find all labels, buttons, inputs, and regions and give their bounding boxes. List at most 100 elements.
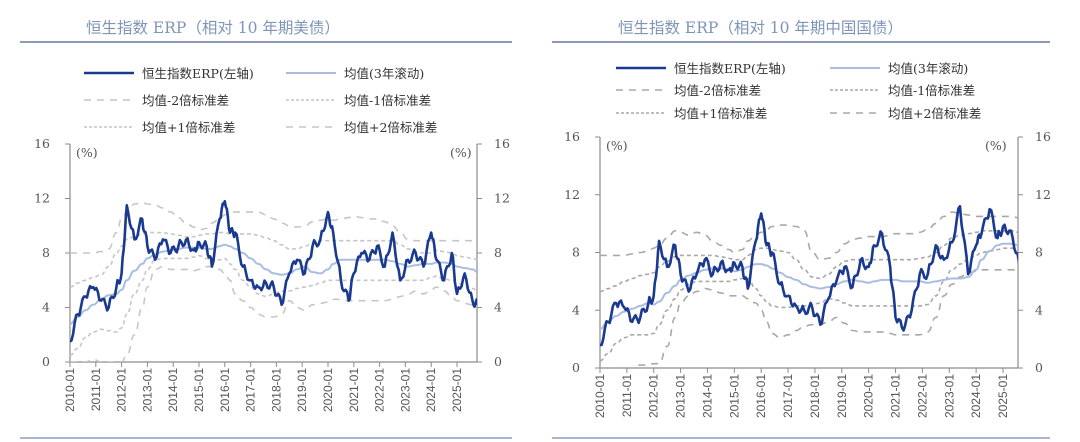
legend-swatch-solid-dark xyxy=(84,71,134,74)
legend-swatch-solid-light xyxy=(830,66,880,69)
x-tick-label: 2012-01 xyxy=(115,368,129,412)
y-tick-label-left: 12 xyxy=(34,191,50,206)
series-minus1sd-line xyxy=(600,247,1018,362)
legend-label: 均值(3年滚动) xyxy=(888,61,969,76)
x-tick-label: 2019-01 xyxy=(295,368,309,412)
legend-swatch-dashed xyxy=(84,98,134,101)
unit-label-left: (%) xyxy=(76,145,98,160)
x-tick-label: 2016-01 xyxy=(754,374,768,418)
plot-area-0: 0 0 4 4 8 8 12 12 16 16 (%) (%) 2010-01 2011-01 2012-0… xyxy=(34,136,510,412)
x-tick-label: 2025-01 xyxy=(450,368,464,412)
legend-item-plus2sd: 均值+2倍标准差 xyxy=(830,103,981,122)
title-rule xyxy=(552,41,1050,43)
y-tick-label-right: 12 xyxy=(1035,187,1051,202)
x-tick-label: 2017-01 xyxy=(244,368,258,412)
y-tick-label-right: 8 xyxy=(1035,245,1043,260)
legend-swatch-dotted xyxy=(84,125,134,128)
x-tick-label: 2024-01 xyxy=(969,374,983,418)
series-erp-line xyxy=(70,199,477,343)
y-tick-label-left: 12 xyxy=(564,187,580,202)
legend-swatch-dotted xyxy=(830,88,880,91)
chart-title: 恒生指数 ERP（相对 10 年期美债） xyxy=(86,19,340,37)
y-tick-label-left: 8 xyxy=(572,245,580,260)
y-tick-label-left: 4 xyxy=(42,300,50,315)
legend-item-minus2sd: 均值-2倍标准差 xyxy=(616,80,761,99)
x-tick-label: 2020-01 xyxy=(321,368,335,412)
legend-item-minus1sd: 均值-1倍标准差 xyxy=(830,80,975,99)
x-tick-label: 2013-01 xyxy=(674,374,688,418)
legend-label: 均值-1倍标准差 xyxy=(888,83,976,98)
y-tick-label-right: 0 xyxy=(494,354,502,369)
x-tick-label: 2010-01 xyxy=(593,374,607,418)
title-rule xyxy=(20,41,512,43)
y-tick-label-left: 4 xyxy=(572,302,580,317)
series-minus2sd-line xyxy=(600,268,1018,368)
chart-panel-right: 恒生指数 ERP（相对 10 年期中国国债） 恒生指数ERP(左轴) 均值(3年… xyxy=(540,0,1080,442)
legend-swatch-dotted xyxy=(286,98,336,101)
legend-label: 恒生指数ERP(左轴) xyxy=(142,66,254,81)
legend-label: 均值-2倍标准差 xyxy=(674,83,762,98)
legend-item-minus1sd: 均值-1倍标准差 xyxy=(286,90,431,109)
legend-swatch-dotted xyxy=(616,111,666,114)
chart-panel-left: 恒生指数 ERP（相对 10 年期美债） 恒生指数ERP(左轴) 均值(3年滚动… xyxy=(20,19,512,439)
y-tick-label-right: 0 xyxy=(1035,360,1043,375)
y-tick-label-right: 16 xyxy=(494,136,510,151)
unit-label-right: (%) xyxy=(985,138,1007,153)
unit-label-left: (%) xyxy=(606,138,628,153)
legend-item-plus2sd: 均值+2倍标准差 xyxy=(286,117,437,136)
series-erp-line xyxy=(600,205,1018,347)
x-tick-label: 2018-01 xyxy=(808,374,822,418)
x-tick-label: 2014-01 xyxy=(166,368,180,412)
y-tick-label-right: 12 xyxy=(494,191,510,206)
legend-item-plus1sd: 均值+1倍标准差 xyxy=(616,103,767,122)
series-minus1sd-line xyxy=(70,254,477,356)
x-tick-label: 2015-01 xyxy=(727,374,741,418)
series-plus2sd-line xyxy=(600,211,1018,261)
y-tick-label-right: 4 xyxy=(494,300,502,315)
x-tick-label: 2010-01 xyxy=(63,368,77,412)
legend-swatch-dashed xyxy=(286,125,336,128)
x-tick-label: 2020-01 xyxy=(862,374,876,418)
x-tick-label: 2019-01 xyxy=(835,374,849,418)
x-tick-label: 2011-01 xyxy=(89,368,103,411)
y-tick-label-right: 8 xyxy=(494,245,502,260)
y-tick-label-left: 0 xyxy=(42,354,50,369)
legend-label: 均值+2倍标准差 xyxy=(888,106,982,121)
legend-swatch-solid-light xyxy=(286,71,336,74)
legend-swatch-dashed xyxy=(830,111,880,114)
legend-label: 均值+1倍标准差 xyxy=(142,120,236,135)
series-minus2sd-line xyxy=(70,265,477,362)
x-tick-label: 2024-01 xyxy=(424,368,438,412)
bottom-rule xyxy=(20,437,512,439)
x-tick-label: 2025-01 xyxy=(996,374,1010,418)
series-mean-line xyxy=(70,243,477,325)
x-tick-label: 2023-01 xyxy=(398,368,412,412)
legend-label: 均值+1倍标准差 xyxy=(674,106,768,121)
legend-swatch-solid-dark xyxy=(616,66,666,69)
legend-item-plus1sd: 均值+1倍标准差 xyxy=(84,117,235,136)
series-mean-line xyxy=(600,242,1018,330)
legend-label: 均值+2倍标准差 xyxy=(344,120,438,135)
plot-area-1: 0 0 4 4 8 8 12 12 16 16 (%) (%) 2010-01 2011-01 2012-0… xyxy=(564,129,1051,418)
x-tick-label: 2017-01 xyxy=(781,374,795,418)
x-tick-label: 2015-01 xyxy=(192,368,206,412)
chart-title: 恒生指数 ERP（相对 10 年期中国国债） xyxy=(618,19,903,37)
x-tick-label: 2022-01 xyxy=(373,368,387,412)
unit-label-right: (%) xyxy=(450,145,472,160)
legend-label: 均值-2倍标准差 xyxy=(142,93,230,108)
legend-item-minus2sd: 均值-2倍标准差 xyxy=(84,90,229,109)
x-tick-label: 2014-01 xyxy=(700,374,714,418)
y-tick-label-left: 8 xyxy=(42,245,50,260)
legend-item-erp: 恒生指数ERP(左轴) xyxy=(616,58,786,77)
y-tick-label-left: 16 xyxy=(34,136,50,151)
y-tick-label-right: 16 xyxy=(1035,129,1051,144)
x-tick-label: 2011-01 xyxy=(620,374,634,417)
legend-label: 均值(3年滚动) xyxy=(344,66,425,81)
x-tick-label: 2013-01 xyxy=(140,368,154,412)
bottom-rule xyxy=(552,437,1050,439)
y-tick-label-left: 16 xyxy=(564,129,580,144)
x-tick-label: 2018-01 xyxy=(269,368,283,412)
x-tick-label: 2022-01 xyxy=(915,374,929,418)
legend-label: 均值-1倍标准差 xyxy=(344,93,432,108)
